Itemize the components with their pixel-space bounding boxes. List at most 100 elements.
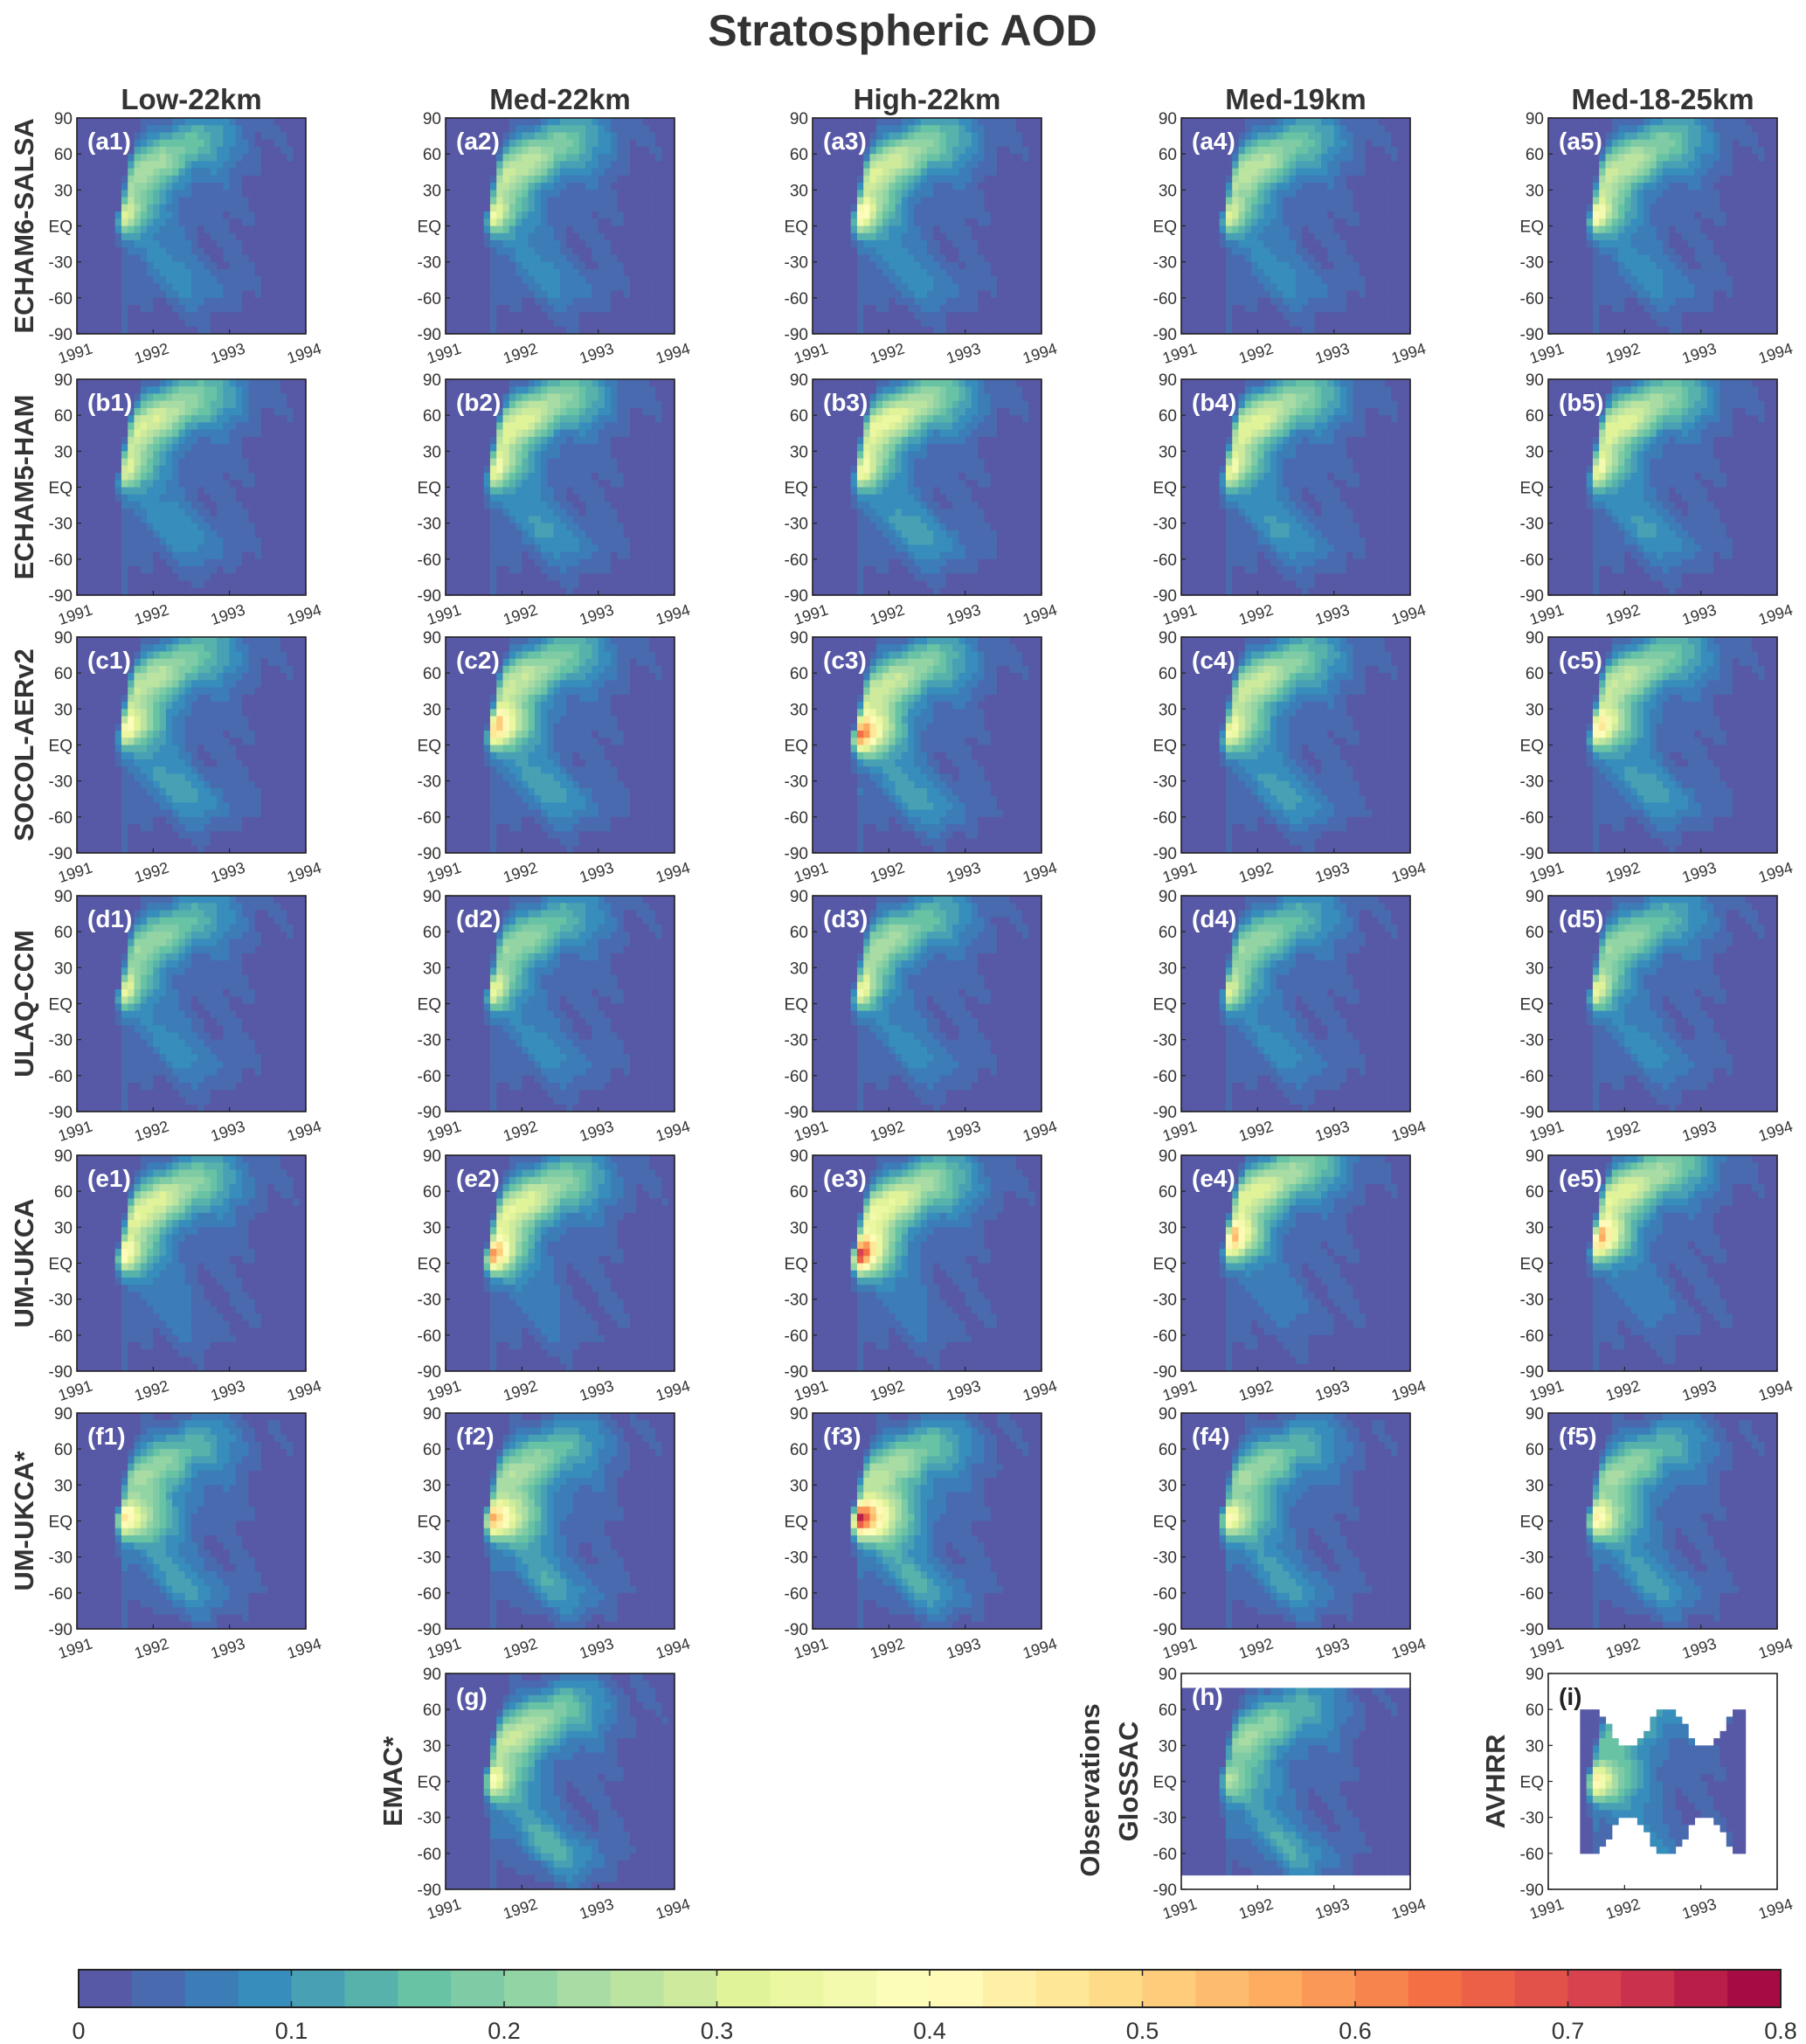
- heatmap-cell: [908, 183, 915, 191]
- heatmap-cell: [1321, 305, 1328, 313]
- heatmap-cell: [882, 183, 889, 191]
- heatmap-cell: [1574, 298, 1581, 306]
- heatmap-cell: [1028, 269, 1035, 277]
- heatmap-cell: [1290, 254, 1297, 262]
- heatmap-cell: [1239, 169, 1246, 177]
- heatmap-cell: [529, 247, 536, 255]
- heatmap-cell: [1340, 197, 1347, 205]
- heatmap-cell: [585, 211, 592, 219]
- heatmap-cell: [293, 305, 300, 313]
- heatmap-cell: [128, 176, 135, 184]
- heatmap-cell: [230, 262, 237, 270]
- heatmap-cell: [882, 305, 889, 313]
- heatmap-cell: [661, 176, 668, 184]
- heatmap-cell: [1574, 204, 1581, 212]
- heatmap-cell: [585, 218, 592, 226]
- heatmap-cell: [211, 183, 218, 191]
- heatmap-cell: [1207, 276, 1214, 284]
- heatmap-cell: [1232, 204, 1239, 212]
- heatmap-cell: [465, 218, 472, 226]
- heatmap-cell: [211, 132, 218, 140]
- heatmap-cell: [1548, 305, 1555, 313]
- heatmap-cell: [1372, 226, 1379, 234]
- heatmap-cell: [896, 125, 903, 133]
- heatmap-cell: [280, 291, 287, 299]
- heatmap-cell: [1599, 262, 1606, 270]
- heatmap-cell: [1251, 204, 1258, 212]
- heatmap-cell: [1346, 161, 1353, 169]
- heatmap-cell: [102, 118, 109, 126]
- heatmap-cell: [249, 233, 256, 241]
- heatmap-cell: [566, 132, 573, 140]
- heatmap-cell: [261, 262, 268, 270]
- heatmap-cell: [1580, 154, 1587, 162]
- heatmap-cell: [1245, 312, 1252, 320]
- heatmap-cell: [1251, 262, 1258, 270]
- heatmap-cell: [1239, 211, 1246, 219]
- heatmap-cell: [1637, 240, 1644, 248]
- heatmap-cell: [952, 147, 959, 155]
- heatmap-cell: [274, 190, 281, 197]
- heatmap-cell: [529, 204, 536, 212]
- heatmap-cell: [1548, 269, 1555, 277]
- heatmap-cell: [965, 190, 972, 197]
- heatmap-cell: [991, 169, 998, 177]
- heatmap-cell: [1016, 176, 1023, 184]
- heatmap-cell: [661, 140, 668, 148]
- heatmap-cell: [1251, 147, 1258, 155]
- heatmap-cell: [153, 226, 160, 234]
- heatmap-cell: [1353, 183, 1360, 191]
- heatmap-cell: [1657, 169, 1664, 177]
- heatmap-cell: [1637, 276, 1644, 284]
- heatmap-cell: [826, 298, 833, 306]
- x-tick-label: 1992: [868, 340, 906, 367]
- heatmap-cell: [230, 118, 237, 126]
- heatmap-cell: [1587, 211, 1594, 219]
- heatmap-cell: [1379, 161, 1386, 169]
- heatmap-cell: [863, 233, 870, 241]
- heatmap-cell: [1379, 204, 1386, 212]
- heatmap-cell: [870, 269, 877, 277]
- heatmap-cell: [972, 204, 979, 212]
- heatmap-cell: [172, 320, 179, 328]
- heatmap-cell: [503, 247, 510, 255]
- panels: 906030EQ-30-60-901991 1992 1993 1994(a1)906…: [49, 110, 1796, 1923]
- heatmap-cell: [274, 276, 281, 284]
- heatmap-cell: [863, 118, 870, 126]
- heatmap-cell: [1599, 254, 1606, 262]
- heatmap-cell: [178, 169, 185, 177]
- heatmap-cell: [102, 240, 109, 248]
- heatmap-cell: [1321, 233, 1328, 241]
- heatmap-cell: [1334, 247, 1341, 255]
- heatmap-cell: [1391, 320, 1398, 328]
- heatmap-cell: [1257, 147, 1264, 155]
- heatmap-cell: [1321, 154, 1328, 162]
- heatmap-cell: [135, 204, 142, 212]
- heatmap-cell: [191, 283, 198, 291]
- heatmap-cell: [529, 125, 536, 133]
- heatmap-cell: [870, 233, 877, 241]
- heatmap-cell: [172, 132, 179, 140]
- heatmap-cell: [972, 154, 979, 162]
- heatmap-cell: [554, 283, 561, 291]
- heatmap-cell: [1631, 276, 1638, 284]
- heatmap-cell: [1548, 218, 1555, 226]
- heatmap-cell: [1270, 183, 1277, 191]
- heatmap-cell: [965, 247, 972, 255]
- heatmap-cell: [1270, 240, 1277, 248]
- heatmap-cell: [503, 298, 510, 306]
- heatmap-cell: [611, 132, 618, 140]
- heatmap-cell: [826, 218, 833, 226]
- heatmap-cell: [1340, 132, 1347, 140]
- heatmap-cell: [1606, 305, 1613, 313]
- heatmap-cell: [1391, 132, 1398, 140]
- heatmap-cell: [522, 262, 529, 270]
- heatmap-cell: [141, 276, 148, 284]
- heatmap-cell: [255, 118, 262, 126]
- heatmap-cell: [566, 254, 573, 262]
- heatmap-cell: [1226, 169, 1233, 177]
- heatmap-cell: [1580, 161, 1587, 169]
- heatmap-cell: [1372, 197, 1379, 205]
- heatmap-cell: [952, 132, 959, 140]
- heatmap-cell: [1264, 211, 1271, 219]
